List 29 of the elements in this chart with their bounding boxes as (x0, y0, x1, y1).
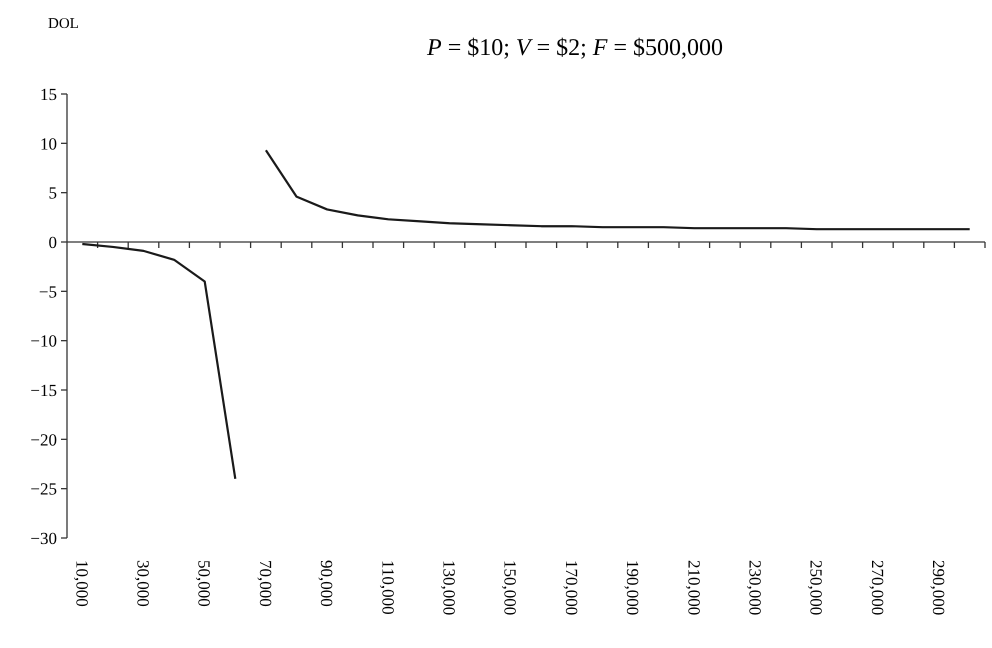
y-tick-label: 0 (48, 232, 57, 252)
x-tick-label: 90,000 (317, 560, 336, 607)
x-tick-label: 150,000 (500, 560, 520, 616)
line-series (81, 242, 236, 480)
x-tick-label: 50,000 (194, 560, 214, 607)
x-tick-label: 290,000 (929, 560, 948, 616)
y-tick-label: −20 (30, 430, 57, 450)
y-tick-label: −30 (30, 528, 57, 548)
y-tick-label: 5 (48, 184, 57, 203)
x-tick-label: 130,000 (440, 560, 459, 616)
y-tick-label: −25 (30, 480, 57, 499)
x-tick-label: 110,000 (378, 560, 398, 615)
x-tick-label: 210,000 (684, 560, 704, 616)
y-tick-label: 15 (40, 84, 57, 104)
x-tick-label: 30,000 (134, 560, 153, 607)
x-tick-label: 270,000 (868, 560, 887, 616)
x-tick-label: 230,000 (746, 560, 765, 616)
x-tick-label: 10,000 (72, 560, 92, 607)
x-tick-label: 190,000 (623, 560, 642, 616)
y-axis-title: DOL (48, 16, 79, 32)
line-series (264, 149, 971, 230)
y-tick-label: −5 (38, 282, 57, 302)
x-tick-label: 250,000 (806, 560, 826, 616)
y-tick-label: 10 (40, 134, 57, 154)
y-tick-label: −10 (30, 332, 57, 351)
chart-title: P = $10; V = $2; F = $500,000 (426, 35, 723, 61)
x-tick-label: 170,000 (562, 560, 581, 616)
x-tick-label: 70,000 (256, 560, 275, 607)
y-tick-label: −15 (30, 380, 57, 400)
